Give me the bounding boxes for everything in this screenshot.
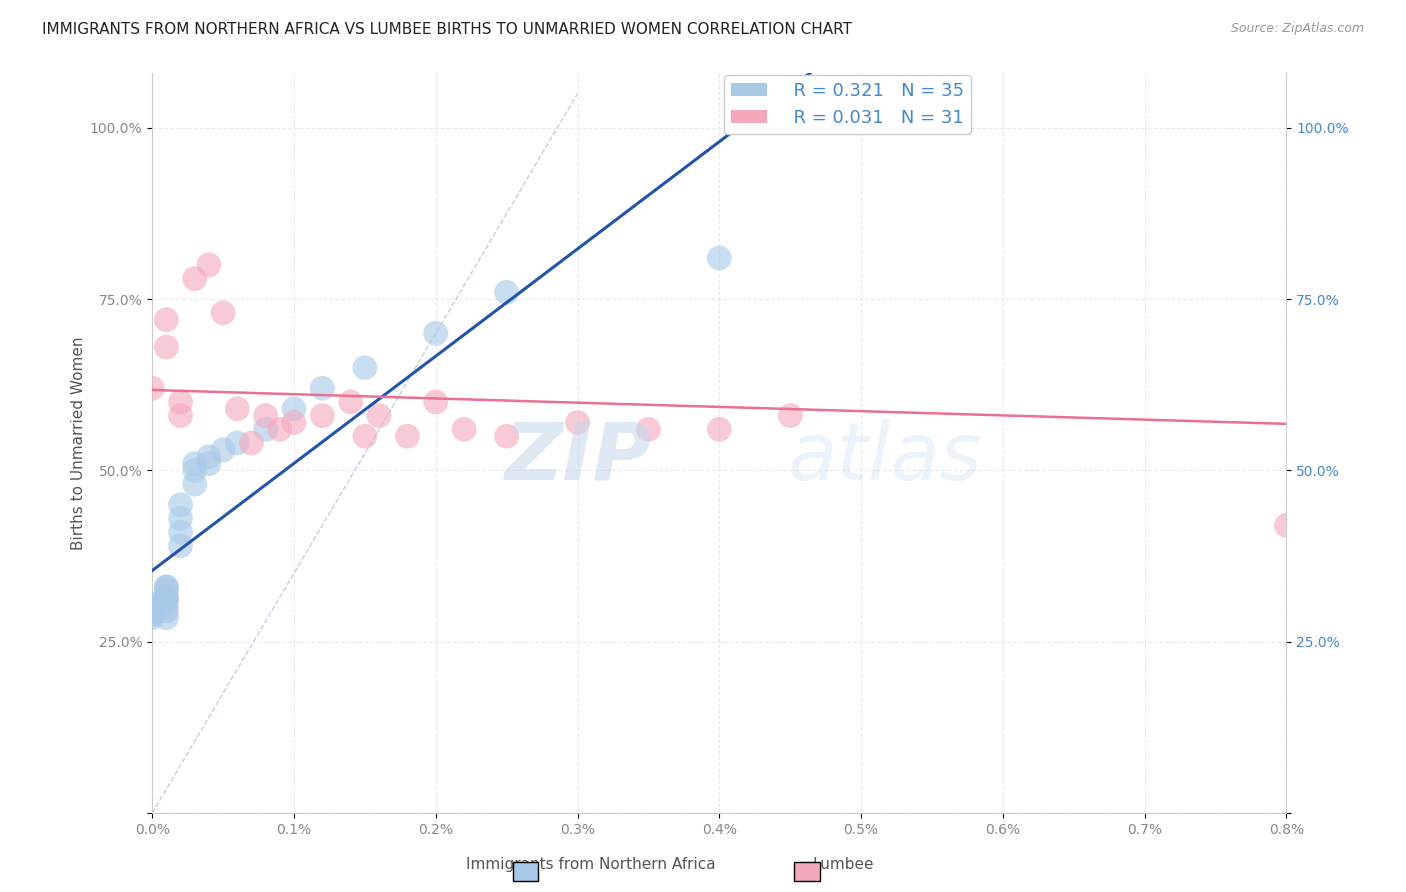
Point bbox=[354, 429, 377, 443]
Point bbox=[155, 591, 177, 605]
Text: Immigrants from Northern Africa: Immigrants from Northern Africa bbox=[465, 857, 716, 872]
Point bbox=[155, 593, 177, 607]
Point bbox=[155, 583, 177, 598]
Point bbox=[141, 604, 163, 618]
Point bbox=[368, 409, 391, 423]
Point bbox=[155, 604, 177, 618]
Point bbox=[141, 597, 163, 611]
Point bbox=[198, 457, 221, 471]
Point bbox=[226, 436, 249, 450]
Point bbox=[169, 525, 191, 540]
Point bbox=[141, 600, 163, 615]
Point bbox=[155, 600, 177, 615]
Point bbox=[283, 416, 305, 430]
Point bbox=[141, 381, 163, 395]
Text: atlas: atlas bbox=[787, 419, 983, 497]
Point bbox=[169, 409, 191, 423]
Point bbox=[283, 401, 305, 416]
Point bbox=[184, 271, 207, 285]
Point bbox=[709, 251, 731, 265]
Point bbox=[141, 607, 163, 622]
Point bbox=[254, 422, 277, 436]
Point bbox=[495, 429, 517, 443]
Point bbox=[1275, 518, 1298, 533]
Point bbox=[311, 381, 333, 395]
Point bbox=[155, 591, 177, 605]
Point bbox=[354, 360, 377, 375]
Point bbox=[141, 604, 163, 618]
Point bbox=[212, 306, 235, 320]
Point bbox=[198, 258, 221, 272]
Point bbox=[567, 416, 589, 430]
Point bbox=[155, 611, 177, 625]
Point bbox=[141, 611, 163, 625]
Point bbox=[184, 457, 207, 471]
Text: IMMIGRANTS FROM NORTHERN AFRICA VS LUMBEE BIRTHS TO UNMARRIED WOMEN CORRELATION : IMMIGRANTS FROM NORTHERN AFRICA VS LUMBE… bbox=[42, 22, 852, 37]
Point bbox=[779, 409, 801, 423]
Point bbox=[709, 422, 731, 436]
Point bbox=[339, 395, 361, 409]
Text: Lumbee: Lumbee bbox=[813, 857, 875, 872]
Point bbox=[155, 580, 177, 594]
Point bbox=[637, 422, 659, 436]
Point bbox=[453, 422, 475, 436]
Point bbox=[184, 463, 207, 477]
Point bbox=[495, 285, 517, 300]
Point bbox=[425, 395, 447, 409]
Point bbox=[155, 580, 177, 594]
Point bbox=[396, 429, 419, 443]
Point bbox=[155, 340, 177, 354]
Point bbox=[240, 436, 263, 450]
Point bbox=[169, 395, 191, 409]
Point bbox=[226, 401, 249, 416]
Point bbox=[184, 477, 207, 491]
Point bbox=[425, 326, 447, 341]
Legend:   R = 0.321   N = 35,   R = 0.031   N = 31: R = 0.321 N = 35, R = 0.031 N = 31 bbox=[724, 75, 972, 134]
Point bbox=[269, 422, 291, 436]
Point bbox=[169, 511, 191, 525]
Text: ZIP: ZIP bbox=[503, 419, 651, 497]
Point bbox=[141, 600, 163, 615]
Point bbox=[155, 312, 177, 326]
Text: Source: ZipAtlas.com: Source: ZipAtlas.com bbox=[1230, 22, 1364, 36]
Point bbox=[169, 539, 191, 553]
Point bbox=[311, 409, 333, 423]
Point bbox=[254, 409, 277, 423]
Point bbox=[212, 442, 235, 457]
Point bbox=[141, 607, 163, 622]
Point bbox=[198, 450, 221, 464]
Point bbox=[169, 498, 191, 512]
Y-axis label: Births to Unmarried Women: Births to Unmarried Women bbox=[72, 336, 86, 549]
